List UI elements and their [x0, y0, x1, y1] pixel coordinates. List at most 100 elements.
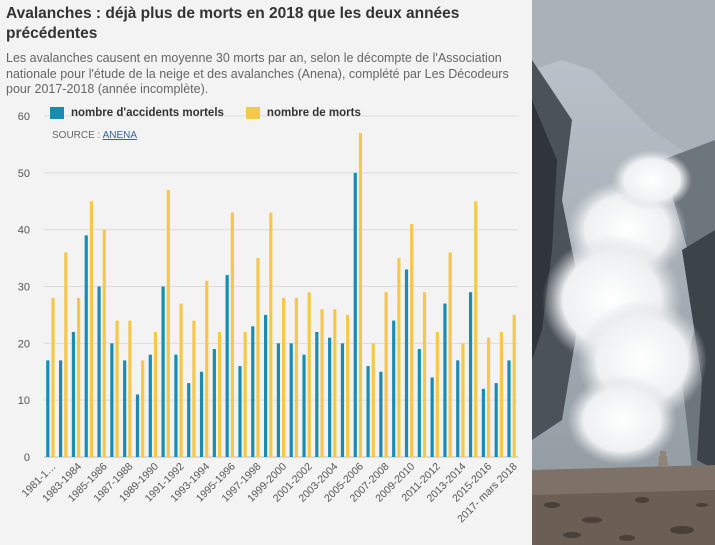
bar-deaths-1986-1987[interactable]: [115, 320, 119, 457]
bar-deaths-1993-1994[interactable]: [205, 280, 209, 457]
bar-accidents-2009-2010[interactable]: [404, 269, 409, 457]
bar-deaths-2011-2012[interactable]: [435, 331, 439, 457]
chart-subtitle: Les avalanches causent en moyenne 30 mor…: [6, 51, 509, 96]
chart-panel: Avalanches : déjà plus de morts en 2018 …: [0, 0, 532, 545]
y-tick-label-10: 10: [18, 395, 30, 407]
bar-accidents-1992-1993[interactable]: [187, 383, 191, 457]
y-axis-tick-labels: 0 10 20 30 40 50 60: [18, 111, 30, 464]
y-tick-label-40: 40: [18, 225, 30, 237]
y-tick-label-30: 30: [18, 282, 30, 294]
bar-accidents-2001-2002[interactable]: [302, 354, 306, 457]
bar-accidents-1981-1982[interactable]: [46, 360, 50, 457]
bar-accidents-1982-1983[interactable]: [59, 360, 63, 457]
bar-accidents-1986-1987[interactable]: [110, 343, 114, 457]
bar-accidents-2002-2003[interactable]: [315, 331, 319, 457]
bar-accidents-1995-1996[interactable]: [225, 275, 229, 457]
bar-deaths-2002-2003[interactable]: [320, 309, 324, 457]
bar-deaths-2007-2008[interactable]: [384, 292, 388, 457]
source-link[interactable]: ANENA: [102, 130, 138, 141]
bar-deaths-1982-1983[interactable]: [64, 252, 68, 457]
bar-accidents-2000-2001[interactable]: [289, 343, 293, 457]
bar-accidents-2005-2006[interactable]: [353, 172, 357, 458]
bar-accidents-2010-2011[interactable]: [417, 349, 421, 457]
bar-accidents-2011-2012[interactable]: [430, 377, 434, 457]
y-tick-label-20: 20: [18, 338, 30, 350]
bar-accidents-1985-1986[interactable]: [97, 286, 101, 458]
bar-accidents-2007-2008[interactable]: [379, 371, 383, 457]
avalanche-photo-image: [532, 0, 715, 545]
bar-deaths-2006-2007[interactable]: [371, 343, 375, 457]
bar-accidents-2003-2004[interactable]: [328, 337, 332, 457]
bar-deaths-1992-1993[interactable]: [192, 320, 196, 457]
bar-deaths-1998-1999[interactable]: [269, 212, 273, 457]
bar-deaths-2009-2010[interactable]: [410, 223, 414, 457]
bar-deaths-1997-1998[interactable]: [256, 258, 260, 457]
bar-accidents-1997-1998[interactable]: [251, 326, 255, 457]
bar-accidents-2006-2007[interactable]: [366, 366, 370, 457]
y-tick-label-50: 50: [18, 168, 30, 180]
chart-title: Avalanches : déjà plus de morts en 2018 …: [6, 5, 460, 42]
bar-deaths-1995-1996[interactable]: [230, 212, 234, 457]
bar-accidents-1999-2000[interactable]: [276, 343, 280, 457]
bar-deaths-2014-2015[interactable]: [474, 201, 478, 457]
bar-accidents-2015-2016[interactable]: [481, 388, 485, 457]
bar-deaths-1994-1995[interactable]: [217, 331, 222, 457]
bars-layer: [46, 133, 516, 458]
legend: nombre d'accidents mortels nombre de mor…: [50, 107, 383, 119]
bar-deaths-1999-2000[interactable]: [282, 297, 286, 457]
bar-deaths-1990-1991[interactable]: [166, 189, 170, 457]
bar-accidents-1983-1984[interactable]: [71, 331, 76, 457]
y-tick-label-60: 60: [18, 111, 30, 123]
bar-accidents-1984-1985[interactable]: [84, 235, 88, 457]
bar-deaths-2017- mars 2018[interactable]: [512, 314, 516, 457]
bar-accidents-2017- mars 2018[interactable]: [507, 360, 511, 457]
x-axis-tick-labels: 1981-1…1983-19841985-19861987-19881989-1…: [19, 461, 519, 526]
legend-swatch-deaths: [245, 107, 260, 119]
bar-accidents-1987-1988[interactable]: [123, 360, 127, 457]
bar-deaths-1996-1997[interactable]: [243, 331, 247, 457]
bar-deaths-2008-2009[interactable]: [397, 258, 401, 457]
legend-label-deaths: nombre de morts: [266, 107, 361, 119]
bar-chart: 0 10 20 30 40 50 60 1981-1…1983-19841985-19861…: [18, 111, 520, 526]
source-prefix: SOURCE :: [52, 130, 103, 141]
grid-layer: [44, 115, 518, 458]
bar-deaths-1988-1989[interactable]: [141, 360, 145, 457]
bar-deaths-2010-2011[interactable]: [422, 292, 427, 457]
bar-deaths-2016-2017[interactable]: [499, 331, 503, 457]
bar-deaths-2015-2016[interactable]: [486, 337, 491, 457]
bar-accidents-2016-2017[interactable]: [494, 383, 498, 457]
bar-accidents-1991-1992[interactable]: [174, 354, 178, 457]
bar-deaths-1981-1982[interactable]: [51, 297, 55, 457]
bar-deaths-2003-2004[interactable]: [333, 309, 337, 457]
bar-deaths-2012-2013[interactable]: [448, 252, 452, 457]
bar-accidents-1990-1991[interactable]: [161, 286, 165, 458]
y-tick-label-0: 0: [24, 452, 30, 464]
bar-accidents-1989-1990[interactable]: [148, 354, 152, 457]
avalanche-photo: [532, 0, 715, 545]
bar-deaths-1985-1986[interactable]: [102, 229, 106, 457]
bar-accidents-1998-1999[interactable]: [263, 314, 268, 457]
bar-accidents-2004-2005[interactable]: [340, 343, 345, 457]
bar-accidents-2014-2015[interactable]: [468, 292, 473, 457]
bar-deaths-2013-2014[interactable]: [461, 343, 465, 457]
bar-deaths-1983-1984[interactable]: [77, 297, 81, 457]
bar-accidents-2012-2013[interactable]: [443, 303, 447, 457]
bar-deaths-1987-1988[interactable]: [128, 320, 132, 457]
bar-accidents-1994-1995[interactable]: [212, 349, 216, 457]
legend-item-deaths[interactable]: nombre de morts: [245, 107, 361, 119]
bar-deaths-2005-2006[interactable]: [358, 133, 363, 458]
legend-label-accidents: nombre d'accidents mortels: [71, 107, 224, 119]
bar-accidents-2013-2014[interactable]: [456, 360, 460, 457]
bar-deaths-1989-1990[interactable]: [153, 331, 158, 457]
bar-deaths-1984-1985[interactable]: [89, 201, 94, 457]
bar-deaths-1991-1992[interactable]: [179, 303, 183, 457]
bar-accidents-1996-1997[interactable]: [238, 366, 242, 457]
bar-deaths-2001-2002[interactable]: [307, 292, 311, 457]
legend-item-accidents[interactable]: nombre d'accidents mortels: [50, 107, 224, 119]
bar-accidents-1993-1994[interactable]: [199, 371, 204, 457]
bar-deaths-2000-2001[interactable]: [294, 297, 299, 457]
bar-accidents-1988-1989[interactable]: [135, 394, 140, 457]
legend-swatch-accidents: [50, 107, 64, 119]
bar-deaths-2004-2005[interactable]: [346, 314, 350, 457]
bar-accidents-2008-2009[interactable]: [392, 320, 396, 457]
